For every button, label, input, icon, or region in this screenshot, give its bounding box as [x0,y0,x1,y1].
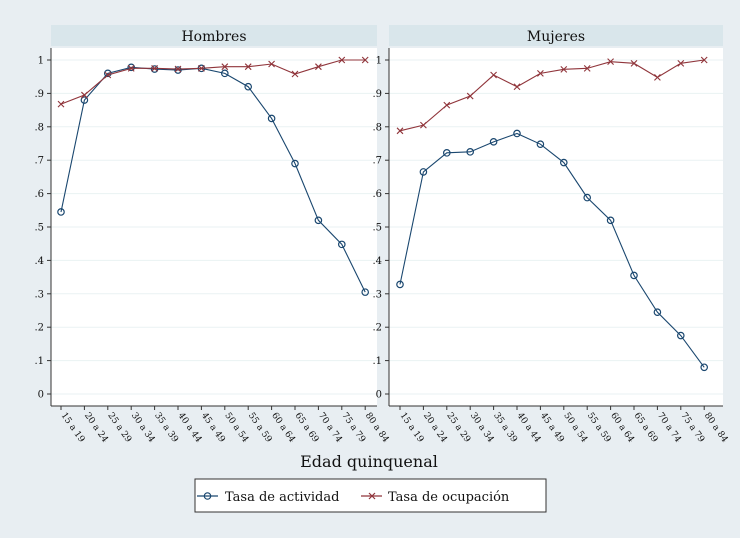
panel-1-point-ocupacion [57,100,65,108]
panel-1-point-actividad [267,114,276,123]
panel-1-strip [51,25,377,46]
panel-1-line-ocupacion [60,59,366,105]
panel-1-point-actividad [314,216,323,225]
panel-1-y-tick-label: 0 [38,390,44,401]
panel-2-point-ocupacion [396,127,404,135]
panel-1-point-ocupacion [291,70,299,78]
panel-1-point-actividad [57,208,65,216]
panel-2-line-ocupacion [399,59,705,132]
panel-1-point-actividad [244,82,253,91]
x-axis-label: Edad quinquenal [300,452,438,471]
panel-2-point-actividad [583,193,592,202]
panel-1-y-tick-label: .7 [34,156,44,167]
panel-1-point-ocupacion [338,56,346,64]
panel-2-point-ocupacion [466,92,474,100]
panel-2-point-actividad [396,280,404,289]
panel-2-point-ocupacion [513,83,521,91]
legend-label-actividad: Tasa de actividad [225,490,339,505]
panel-2-point-actividad [513,129,521,138]
panel-2-point-ocupacion [700,56,708,64]
panel-1-point-ocupacion [315,63,322,71]
panel-2-y-tick-label: .2 [372,323,382,334]
panel-2-point-actividad [700,363,709,372]
panel-1-point-ocupacion [127,64,135,72]
legend-marker-circle-icon [203,492,212,500]
panel-2-point-actividad [489,138,498,146]
panel-2-point-actividad [630,271,638,280]
legend: Tasa de actividad Tasa de ocupación [194,478,547,513]
legend-marker-x-icon [368,492,376,500]
panel-1-y-tick-label: 1 [38,56,44,67]
panel-2-point-actividad [419,168,428,176]
panel-2-point-ocupacion [490,71,497,79]
panel-2-point-ocupacion [583,64,591,72]
panel-1-point-actividad [337,240,346,249]
panel-2-y-tick-label: .5 [372,223,382,234]
panel-2-point-actividad [536,140,545,148]
panel-1-point-actividad [104,69,112,78]
panel-2-point-actividad [606,216,615,225]
panel-2-line-actividad [399,132,705,368]
panel-2-y-tick-label: 0 [376,390,382,401]
panel-2-point-actividad [559,158,568,167]
panel-1-y-tick-label: .8 [34,122,44,133]
panel-2-point-actividad [676,331,685,340]
panel-1-point-actividad [221,69,229,78]
panel-1-y-tick-label: .6 [34,189,44,200]
panel-2-y-tick-label: .7 [372,156,382,167]
panel-2-point-ocupacion [537,69,544,77]
panel-1-point-actividad [174,66,182,74]
panel-2-y-tick-label: .1 [372,356,382,367]
panel-2-point-actividad [653,308,662,316]
panel-2-point-ocupacion [630,59,638,67]
panel-1-point-actividad [361,288,370,296]
panel-1-x-tick-label: 80 a 84 [363,411,391,445]
panel-1-title: Hombres [181,29,246,45]
panel-2-title: Mujeres [527,29,585,45]
panel-2-x-tick-label: 80 a 84 [702,411,730,445]
panel-1-line-actividad [60,66,366,293]
panel-2-y-tick-label: .3 [372,289,382,300]
panel-1-point-actividad [291,159,299,168]
panel-1-y-tick-label: .3 [34,289,44,300]
panel-1-point-actividad [80,96,89,104]
panel-2-point-ocupacion [607,58,614,66]
panel-2-point-actividad [466,148,475,156]
panel-1-point-ocupacion [268,60,275,68]
panel-2-point-ocupacion [654,73,661,81]
panel-1-point-ocupacion [244,63,252,71]
panel-2-y-tick-label: .8 [372,122,382,133]
panel-1-point-ocupacion [81,91,88,99]
panel-1-point-actividad [127,63,136,72]
panel-2-point-ocupacion [443,101,451,109]
panel-2-y-tick-label: .9 [372,89,382,100]
panel-1-point-ocupacion [104,71,112,79]
panel-1-point-ocupacion [221,63,229,71]
panel-1-point-ocupacion [151,64,158,72]
panel-1-y-tick-label: .9 [34,89,44,100]
panel-2-y-tick-label: .4 [372,256,382,267]
panel-1-point-ocupacion [198,64,205,72]
panel-2-point-actividad [442,149,451,157]
panel-2-y-tick-label: .6 [372,189,382,200]
panel-1-y-tick-label: .1 [34,356,44,367]
panel-1-point-actividad [150,65,159,73]
panel-2-y-tick-label: 1 [376,56,382,67]
panel-1-point-ocupacion [361,56,369,64]
panel-1-y-tick-label: .2 [34,323,44,334]
panel-2-point-ocupacion [420,121,427,129]
legend-label-ocupacion: Tasa de ocupación [388,490,510,505]
panel-1-y-tick-label: .4 [34,256,44,267]
panel-2-point-ocupacion [560,65,568,73]
panel-2-point-ocupacion [677,59,685,67]
panel-1-y-tick-label: .5 [34,223,44,234]
panel-1-point-ocupacion [174,65,182,73]
panel-2-strip [389,25,723,46]
